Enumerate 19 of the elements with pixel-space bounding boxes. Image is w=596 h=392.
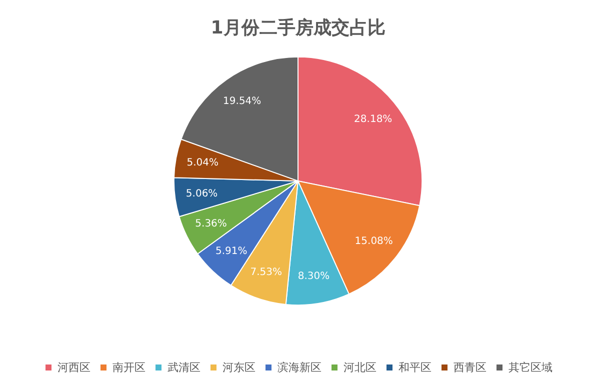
- legend-label: 滨海新区: [278, 361, 322, 374]
- data-label: 5.36%: [195, 218, 227, 230]
- data-label: 5.04%: [186, 158, 218, 169]
- chart-title: 1月份二手房成交占比: [210, 18, 386, 38]
- legend-label: 和平区: [398, 361, 432, 374]
- data-label: 8.30%: [298, 271, 330, 282]
- data-label: 19.54%: [223, 96, 262, 108]
- legend-label: 武清区: [168, 361, 200, 374]
- legend-label: 其它区域: [508, 361, 552, 374]
- data-label: 7.53%: [250, 267, 282, 278]
- legend-label: 西青区: [454, 361, 486, 374]
- data-label: 5.06%: [186, 188, 218, 200]
- data-label: 5.91%: [215, 246, 248, 258]
- legend-label: 南开区: [112, 361, 146, 374]
- data-label: 15.08%: [354, 236, 393, 247]
- legend-label: 河北区: [344, 361, 376, 374]
- legend-label: 河东区: [222, 361, 256, 374]
- legend-label: 河西区: [58, 361, 90, 374]
- data-label: 28.18%: [354, 114, 392, 126]
